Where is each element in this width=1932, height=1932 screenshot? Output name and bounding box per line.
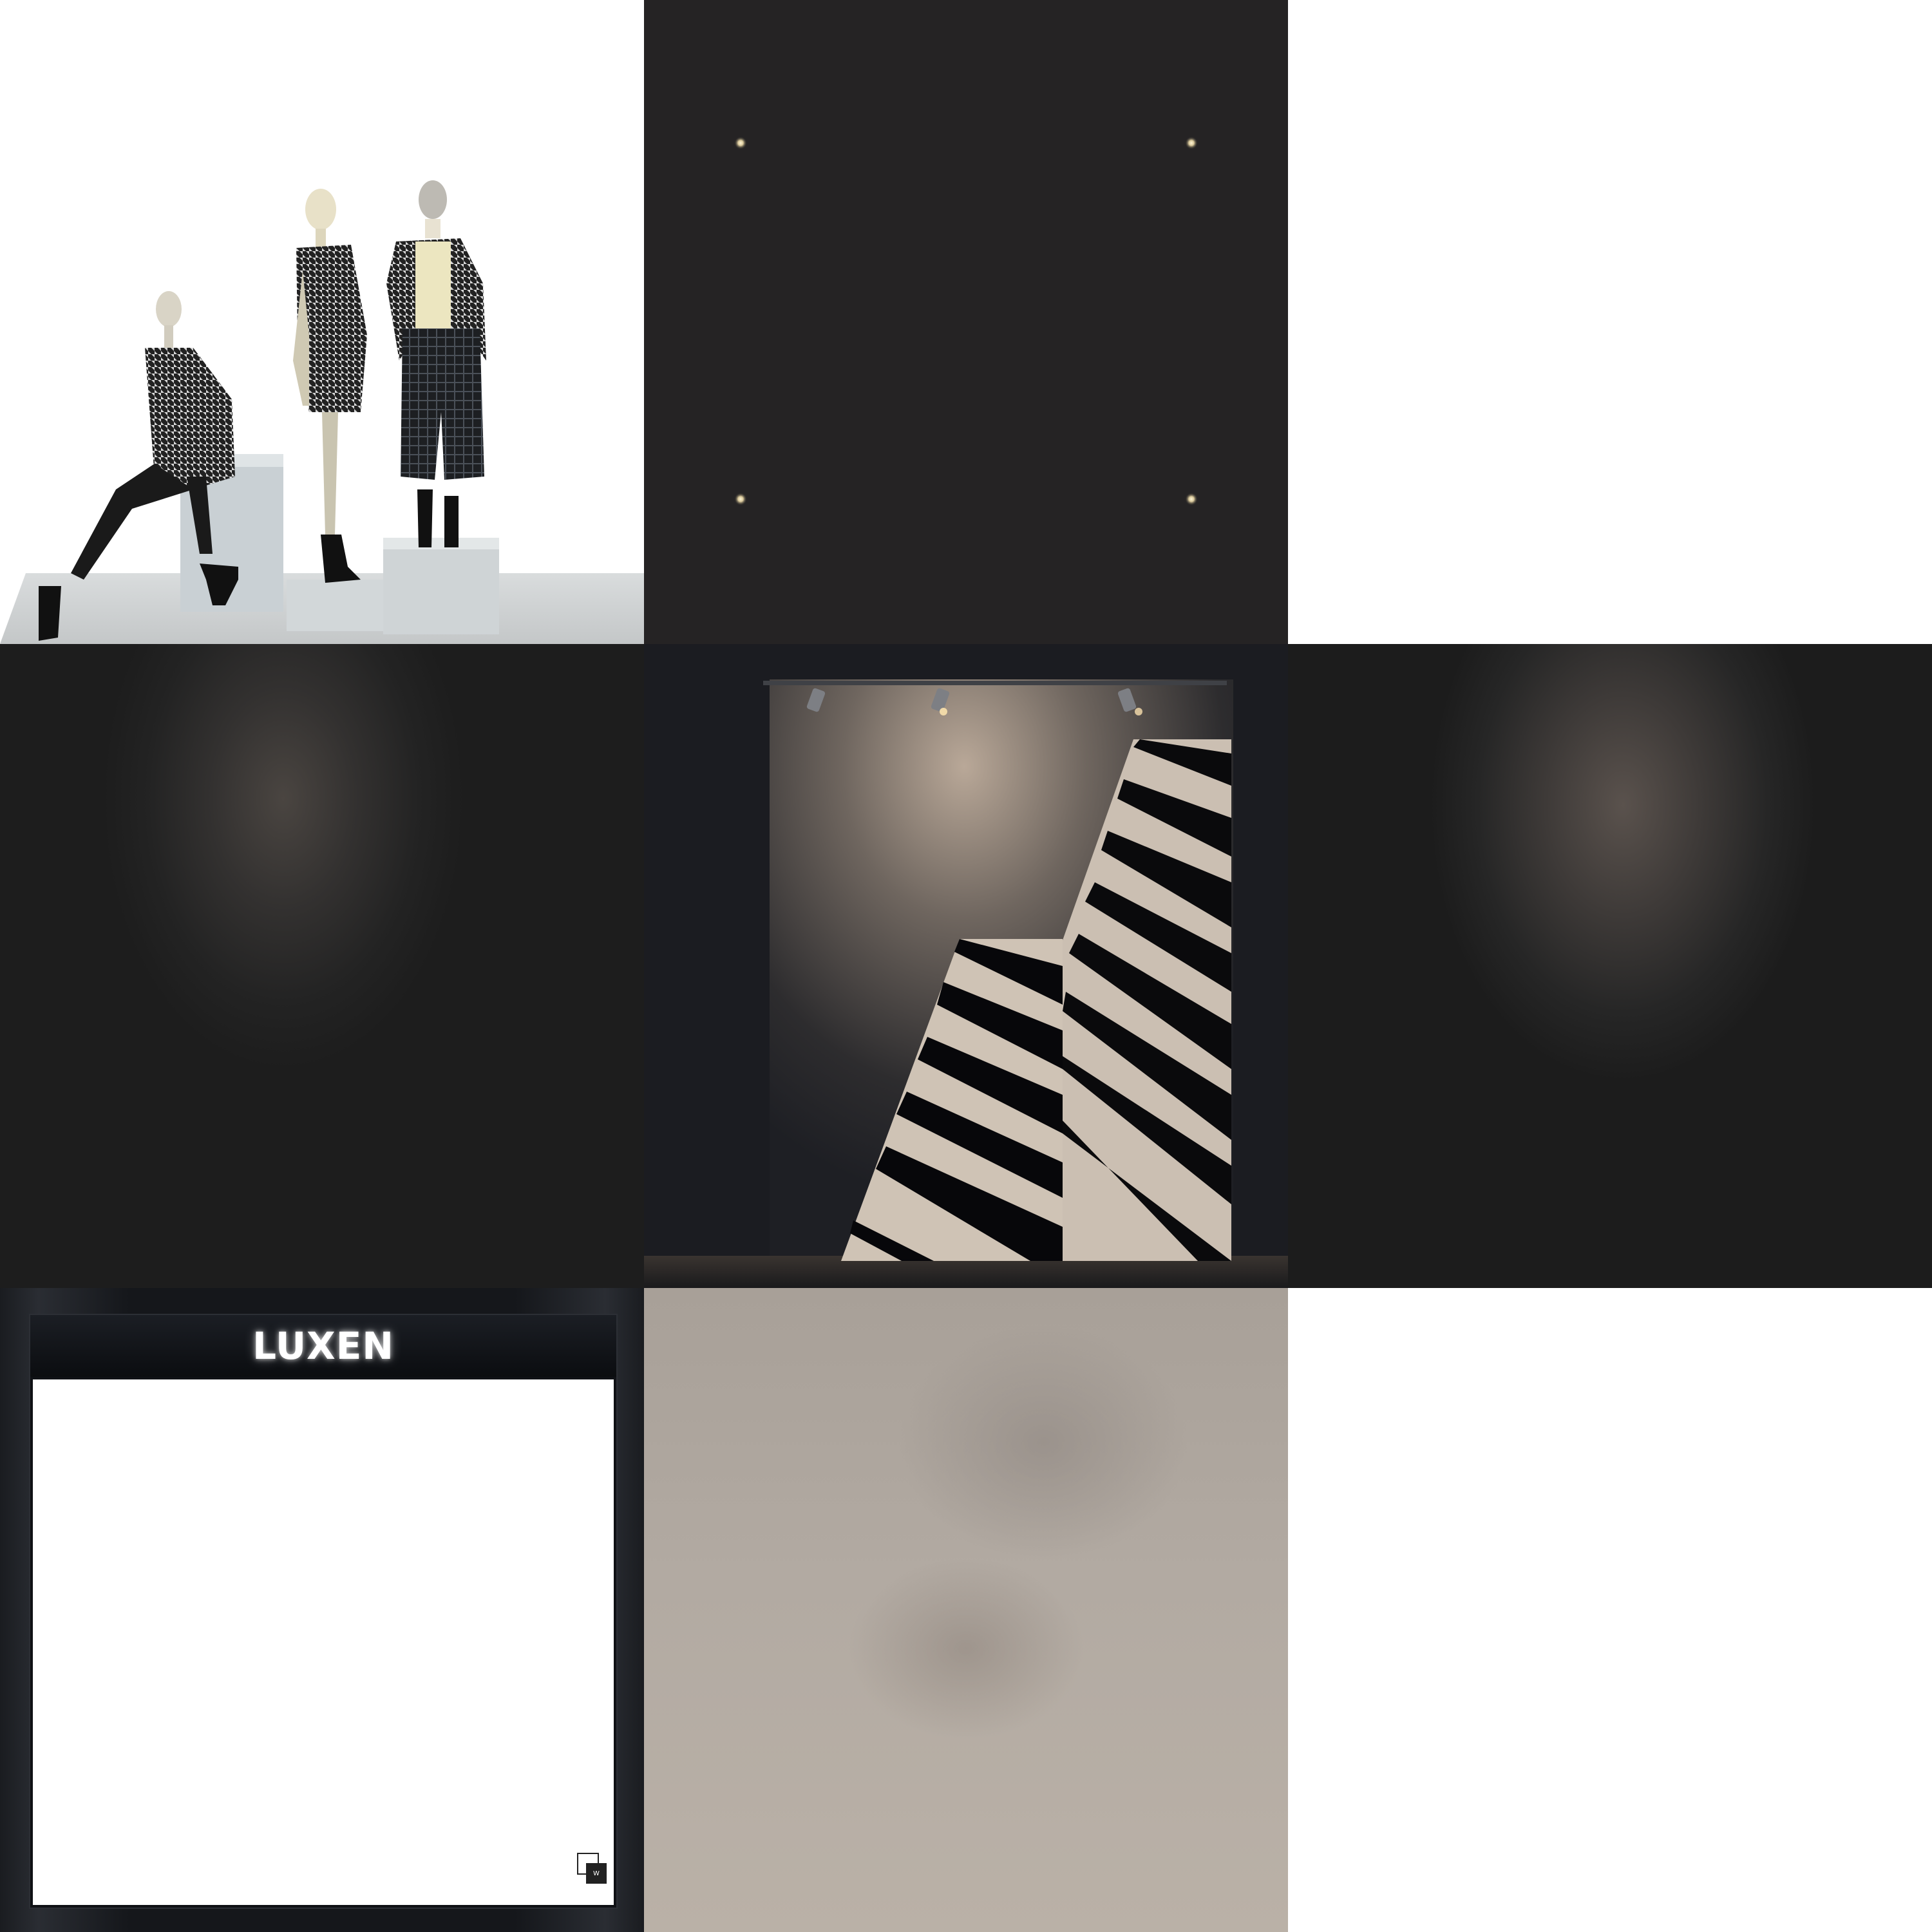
dark-ceiling-tile [644,0,1288,644]
beige-texture-tile [644,1288,1288,1932]
blank-tile-2 [1288,1288,1932,1932]
signboard: LUXEN W [29,1314,618,1909]
window-mark-icon: W [577,1853,607,1885]
striped-display-wall-tile [644,644,1288,1288]
blank-tile [1288,0,1932,644]
signboard-header: LUXEN [30,1315,616,1377]
dark-wall-spotlight-right-tile [1288,644,1932,1288]
mannequin-display-tile [0,0,644,644]
striped-display-wall [644,644,1288,1288]
dark-wall-spotlight-left-tile [0,644,644,1288]
signboard-panel: W [33,1379,614,1905]
window-mark-front: W [586,1863,607,1884]
brand-logo-text: LUXEN [252,1324,394,1368]
downlights [734,137,1198,506]
luxen-signboard-tile: LUXEN W [0,1288,644,1932]
mannequin-display-image [0,180,644,644]
